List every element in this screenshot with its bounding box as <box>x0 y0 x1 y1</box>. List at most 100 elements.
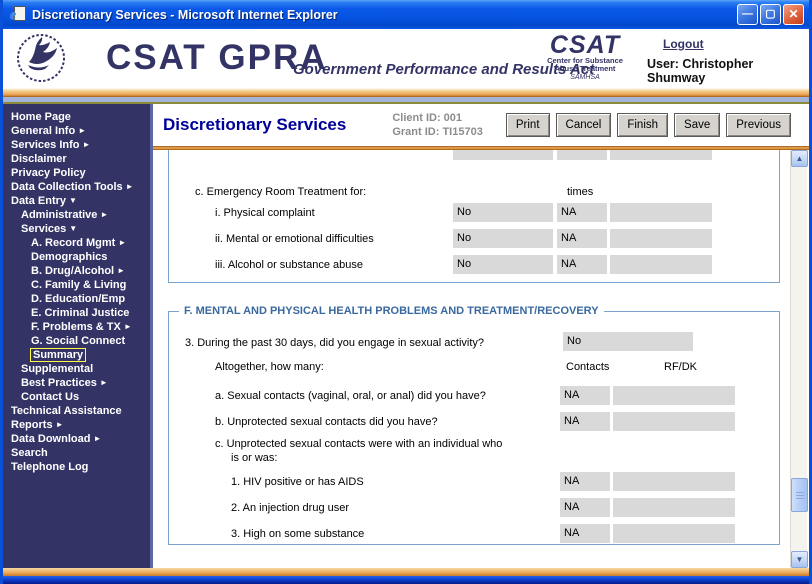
field-sexual-contacts[interactable]: NA <box>560 386 610 405</box>
field-physical-complaint[interactable]: No <box>453 203 553 222</box>
chevron-right-icon: ► <box>93 434 102 443</box>
sidebar-item-best-practices[interactable]: Best Practices ► <box>3 376 150 390</box>
field-injection-drug-user-rfdk[interactable] <box>613 498 735 517</box>
field-mental-difficulties-na[interactable]: NA <box>557 229 607 248</box>
field-mental-difficulties-times[interactable] <box>610 229 712 248</box>
logout-link[interactable]: Logout <box>663 37 704 51</box>
footer-bar <box>3 568 809 576</box>
page-header-divider <box>153 146 809 150</box>
scrollbar-thumb[interactable] <box>791 478 808 512</box>
cutoff-field-3[interactable] <box>610 150 712 160</box>
scroll-down-arrow-icon[interactable]: ▼ <box>791 551 808 568</box>
field-high-on-substance-rfdk[interactable] <box>613 524 735 543</box>
sidebar-item-label: Home Page <box>11 111 71 123</box>
csat-logo-name: CSAT <box>549 31 621 59</box>
sidebar-item-g-social-connect[interactable]: G. Social Connect <box>3 334 150 348</box>
sidebar-item-label: Summary <box>29 348 87 362</box>
field-sexual-contacts-rfdk[interactable] <box>613 386 735 405</box>
sidebar-item-general-info[interactable]: General Info ► <box>3 124 150 138</box>
row-label: b. Unprotected sexual contacts did you h… <box>215 416 438 428</box>
window-title: Discretionary Services - Microsoft Inter… <box>32 7 338 22</box>
sidebar-item-supplemental[interactable]: Supplemental <box>3 362 150 376</box>
maximize-button[interactable]: ▢ <box>760 4 781 25</box>
field-physical-complaint-times[interactable] <box>610 203 712 222</box>
form-scroll-area: c. Emergency Room Treatment for: times i… <box>153 150 809 568</box>
page-title: Discretionary Services <box>163 115 347 134</box>
cutoff-field-2[interactable] <box>557 150 607 160</box>
window-titlebar[interactable]: e Discretionary Services - Microsoft Int… <box>3 0 809 29</box>
field-physical-complaint-na[interactable]: NA <box>557 203 607 222</box>
scroll-up-arrow-icon[interactable]: ▲ <box>791 150 808 167</box>
sidebar-item-label: Technical Assistance <box>11 405 122 417</box>
sidebar-item-label: E. Criminal Justice <box>31 307 130 319</box>
sidebar-item-c-family-living[interactable]: C. Family & Living <box>3 278 150 292</box>
cancel-button[interactable]: Cancel <box>555 113 612 137</box>
sub-question-c-line2: is or was: <box>231 452 278 464</box>
sidebar-item-label: Services <box>21 223 67 235</box>
minimize-button[interactable]: — <box>737 4 758 25</box>
finish-button[interactable]: Finish <box>617 113 669 137</box>
main-panel: Discretionary Services Client ID: 001 Gr… <box>153 104 809 568</box>
save-button[interactable]: Save <box>674 113 721 137</box>
sidebar-item-services[interactable]: Services ▼ <box>3 222 150 236</box>
csat-logo: CSAT Center for Substance Abuse Treatmen… <box>539 33 631 82</box>
field-substance-abuse-na[interactable]: NA <box>557 255 607 274</box>
sidebar-item-technical-assistance[interactable]: Technical Assistance <box>3 404 150 418</box>
chevron-right-icon: ► <box>99 378 108 387</box>
field-sexual-activity[interactable]: No <box>563 332 693 351</box>
client-id: Client ID: 001 <box>392 112 463 124</box>
row-label: ii. Mental or emotional difficulties <box>215 233 374 245</box>
chevron-right-icon: ► <box>82 140 91 149</box>
sidebar-item-contact-us[interactable]: Contact Us <box>3 390 150 404</box>
window-bottom-frame <box>3 576 809 584</box>
times-column-label: times <box>567 186 594 198</box>
chevron-right-icon: ► <box>117 266 126 275</box>
sidebar-item-demographics[interactable]: Demographics <box>3 250 150 264</box>
sidebar-item-label: Data Entry <box>11 195 67 207</box>
logged-in-user: User: Christopher Shumway <box>647 57 754 85</box>
sidebar-item-reports[interactable]: Reports ► <box>3 418 150 432</box>
previous-button[interactable]: Previous <box>726 113 791 137</box>
sidebar-item-label: Privacy Policy <box>11 167 86 179</box>
close-button[interactable]: ✕ <box>783 4 804 25</box>
sidebar-item-a-record-mgmt[interactable]: A. Record Mgmt ► <box>3 236 150 250</box>
altogether-label: Altogether, how many: <box>215 361 324 373</box>
vertical-scrollbar[interactable]: ▲ ▼ <box>790 150 808 568</box>
cutoff-field-1[interactable] <box>453 150 553 160</box>
sidebar-item-b-drug-alcohol[interactable]: B. Drug/Alcohol ► <box>3 264 150 278</box>
field-hiv-positive-rfdk[interactable] <box>613 472 735 491</box>
field-substance-abuse[interactable]: No <box>453 255 553 274</box>
sidebar-item-disclaimer[interactable]: Disclaimer <box>3 152 150 166</box>
sidebar-item-e-criminal-justice[interactable]: E. Criminal Justice <box>3 306 150 320</box>
sidebar-item-search[interactable]: Search <box>3 446 150 460</box>
sidebar-item-privacy-policy[interactable]: Privacy Policy <box>3 166 150 180</box>
sidebar-item-label: Services Info <box>11 139 80 151</box>
sidebar-item-data-entry[interactable]: Data Entry ▼ <box>3 194 150 208</box>
sidebar-item-label: Telephone Log <box>11 461 89 473</box>
sidebar-item-administrative[interactable]: Administrative ► <box>3 208 150 222</box>
sidebar-item-data-download[interactable]: Data Download ► <box>3 432 150 446</box>
field-unprotected-contacts[interactable]: NA <box>560 412 610 431</box>
sidebar-item-d-education-emp[interactable]: D. Education/Emp <box>3 292 150 306</box>
sidebar-item-label: D. Education/Emp <box>31 293 126 305</box>
print-button[interactable]: Print <box>505 113 550 137</box>
sidebar-item-label: Search <box>11 447 48 459</box>
row-label: i. Physical complaint <box>215 207 315 219</box>
sidebar-item-label: Data Collection Tools <box>11 181 123 193</box>
sidebar-item-summary[interactable]: Summary <box>3 348 150 362</box>
field-unprotected-contacts-rfdk[interactable] <box>613 412 735 431</box>
sidebar-item-services-info[interactable]: Services Info ► <box>3 138 150 152</box>
field-hiv-positive[interactable]: NA <box>560 472 610 491</box>
sidebar-item-home-page[interactable]: Home Page <box>3 110 150 124</box>
field-high-on-substance[interactable]: NA <box>560 524 610 543</box>
field-injection-drug-user[interactable]: NA <box>560 498 610 517</box>
sidebar-item-data-collection-tools[interactable]: Data Collection Tools ► <box>3 180 150 194</box>
rfdk-column-label: RF/DK <box>664 361 697 373</box>
chevron-right-icon: ► <box>100 210 109 219</box>
field-mental-difficulties[interactable]: No <box>453 229 553 248</box>
field-substance-abuse-times[interactable] <box>610 255 712 274</box>
sidebar-item-f-problems-tx[interactable]: F. Problems & TX ► <box>3 320 150 334</box>
sidebar-item-label: Contact Us <box>21 391 80 403</box>
sidebar-item-telephone-log[interactable]: Telephone Log <box>3 460 150 474</box>
brand-wordmark: CSAT GPRA <box>106 38 328 77</box>
